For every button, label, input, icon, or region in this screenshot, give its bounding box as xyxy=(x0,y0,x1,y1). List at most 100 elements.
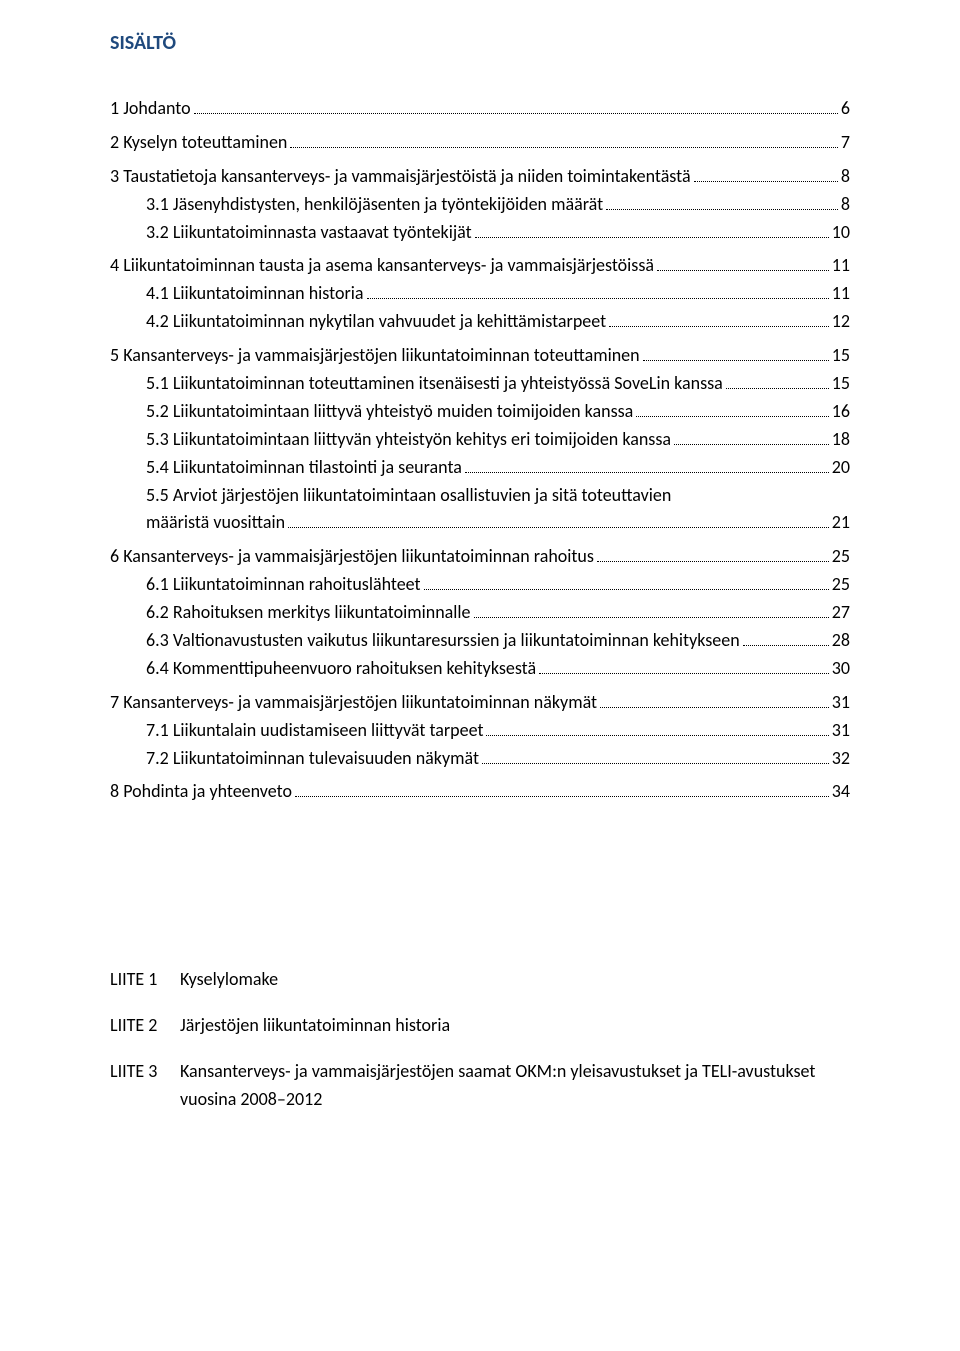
toc-page: 20 xyxy=(832,454,850,482)
toc-leader xyxy=(288,514,829,528)
toc-title: 5.1 Liikuntatoiminnan toteuttaminen itse… xyxy=(146,370,723,398)
toc-page: 32 xyxy=(832,745,850,773)
toc-title: 4.2 Liikuntatoiminnan nykytilan vahvuude… xyxy=(146,308,606,336)
toc-title: 3.2 Liikuntatoiminnasta vastaavat työnte… xyxy=(146,219,472,247)
toc-title: määristä vuosittain xyxy=(146,509,285,537)
toc-row: määristä vuosittain 21 xyxy=(146,509,850,537)
appendix-list: LIITE 1KyselylomakeLIITE 2Järjestöjen li… xyxy=(110,966,850,1114)
toc-leader xyxy=(475,223,829,237)
toc-title: 3.1 Jäsenyhdistysten, henkilöjäsenten ja… xyxy=(146,191,603,219)
toc-leader xyxy=(539,660,829,674)
toc-leader xyxy=(424,576,829,590)
toc-page: 11 xyxy=(832,252,850,280)
appendix-entry: LIITE 2Järjestöjen liikuntatoiminnan his… xyxy=(110,1012,850,1040)
toc-entry: 7.2 Liikuntatoiminnan tulevaisuuden näky… xyxy=(146,745,850,773)
toc-page: 16 xyxy=(832,398,850,426)
toc-page: 11 xyxy=(832,280,850,308)
toc-leader xyxy=(643,347,829,361)
toc-entry: 5.3 Liikuntatoimintaan liittyvän yhteist… xyxy=(146,426,850,454)
toc-entry: 4.1 Liikuntatoiminnan historia 11 xyxy=(146,280,850,308)
toc-page: 6 xyxy=(841,95,850,123)
toc-page: 27 xyxy=(832,599,850,627)
toc-list: 1 Johdanto 6 2 Kyselyn toteuttaminen 7 3 Tau… xyxy=(110,95,850,806)
toc-title: 2 Kyselyn toteuttaminen xyxy=(110,129,287,157)
appendix-text: Järjestöjen liikuntatoiminnan historia xyxy=(180,1012,850,1040)
toc-page: 30 xyxy=(832,655,850,683)
toc-leader xyxy=(636,403,828,417)
toc-entry: 6.3 Valtionavustusten vaikutus liikuntar… xyxy=(146,627,850,655)
toc-page: 31 xyxy=(832,689,850,717)
toc-title: 5 Kansanterveys- ja vammaisjärjestöjen l… xyxy=(110,342,640,370)
toc-entry: 4.2 Liikuntatoiminnan nykytilan vahvuude… xyxy=(146,308,850,336)
toc-page: 34 xyxy=(832,778,850,806)
toc-entry: 4 Liikuntatoiminnan tausta ja asema kans… xyxy=(110,252,850,280)
toc-title: 6.4 Kommenttipuheenvuoro rahoituksen keh… xyxy=(146,655,536,683)
toc-leader xyxy=(600,693,829,707)
toc-leader xyxy=(367,285,829,299)
toc-entry: 3.2 Liikuntatoiminnasta vastaavat työnte… xyxy=(146,219,850,247)
toc-entry: 6 Kansanterveys- ja vammaisjärjestöjen l… xyxy=(110,543,850,571)
toc-title: 5.2 Liikuntatoimintaan liittyvä yhteisty… xyxy=(146,398,633,426)
toc-leader xyxy=(726,375,829,389)
toc-entry: 2 Kyselyn toteuttaminen 7 xyxy=(110,129,850,157)
toc-leader xyxy=(295,783,829,797)
toc-leader xyxy=(482,749,829,763)
toc-title: 4.1 Liikuntatoiminnan historia xyxy=(146,280,364,308)
toc-title: 6.1 Liikuntatoiminnan rahoituslähteet xyxy=(146,571,421,599)
toc-page: 15 xyxy=(832,370,850,398)
toc-entry: 6.1 Liikuntatoiminnan rahoituslähteet 25 xyxy=(146,571,850,599)
toc-page: 31 xyxy=(832,717,850,745)
toc-title: 7.1 Liikuntalain uudistamiseen liittyvät… xyxy=(146,717,483,745)
toc-leader xyxy=(674,430,829,444)
toc-heading: SISÄLTÖ xyxy=(110,28,850,59)
toc-entry: 5.1 Liikuntatoiminnan toteuttaminen itse… xyxy=(146,370,850,398)
toc-page: 15 xyxy=(832,342,850,370)
toc-leader xyxy=(609,313,829,327)
appendix-label: LIITE 2 xyxy=(110,1012,180,1040)
toc-title: 6 Kansanterveys- ja vammaisjärjestöjen l… xyxy=(110,543,594,571)
toc-title: 3 Taustatietoja kansanterveys- ja vammai… xyxy=(110,163,691,191)
toc-entry: 5 Kansanterveys- ja vammaisjärjestöjen l… xyxy=(110,342,850,370)
toc-page: 8 xyxy=(841,163,850,191)
toc-page: 18 xyxy=(832,426,850,454)
toc-leader xyxy=(290,134,838,148)
toc-page: 8 xyxy=(841,191,850,219)
toc-leader xyxy=(597,548,829,562)
toc-page: 25 xyxy=(832,543,850,571)
appendix-label: LIITE 1 xyxy=(110,966,180,994)
toc-entry: 1 Johdanto 6 xyxy=(110,95,850,123)
toc-leader xyxy=(606,195,838,209)
toc-page: 10 xyxy=(832,219,850,247)
toc-entry: 6.2 Rahoituksen merkitys liikuntatoiminn… xyxy=(146,599,850,627)
toc-title: 5.3 Liikuntatoimintaan liittyvän yhteist… xyxy=(146,426,671,454)
toc-leader xyxy=(194,100,838,114)
toc-title: 6.2 Rahoituksen merkitys liikuntatoiminn… xyxy=(146,599,471,627)
appendix-entry: LIITE 3Kansanterveys- ja vammaisjärjestö… xyxy=(110,1058,850,1114)
toc-title: 7.2 Liikuntatoiminnan tulevaisuuden näky… xyxy=(146,745,479,773)
toc-page: 21 xyxy=(832,509,850,537)
toc-entry: 8 Pohdinta ja yhteenveto 34 xyxy=(110,778,850,806)
toc-title: 6.3 Valtionavustusten vaikutus liikuntar… xyxy=(146,627,740,655)
toc-title-line: 5.5 Arviot järjestöjen liikuntatoimintaa… xyxy=(146,482,850,510)
toc-title: 7 Kansanterveys- ja vammaisjärjestöjen l… xyxy=(110,689,597,717)
toc-title: 8 Pohdinta ja yhteenveto xyxy=(110,778,292,806)
toc-leader xyxy=(694,167,838,181)
toc-title: 4 Liikuntatoiminnan tausta ja asema kans… xyxy=(110,252,654,280)
toc-leader xyxy=(465,458,829,472)
appendix-text: Kyselylomake xyxy=(180,966,850,994)
toc-page: 25 xyxy=(832,571,850,599)
toc-entry: 7 Kansanterveys- ja vammaisjärjestöjen l… xyxy=(110,689,850,717)
toc-entry: 3.1 Jäsenyhdistysten, henkilöjäsenten ja… xyxy=(146,191,850,219)
appendix-text: Kansanterveys- ja vammaisjärjestöjen saa… xyxy=(180,1058,850,1114)
appendix-entry: LIITE 1Kyselylomake xyxy=(110,966,850,994)
toc-leader xyxy=(486,721,828,735)
toc-title: 1 Johdanto xyxy=(110,95,191,123)
toc-page: 28 xyxy=(832,627,850,655)
toc-entry: 5.2 Liikuntatoimintaan liittyvä yhteisty… xyxy=(146,398,850,426)
toc-title: 5.4 Liikuntatoiminnan tilastointi ja seu… xyxy=(146,454,462,482)
toc-page: 7 xyxy=(841,129,850,157)
toc-entry: 6.4 Kommenttipuheenvuoro rahoituksen keh… xyxy=(146,655,850,683)
toc-leader xyxy=(743,632,829,646)
toc-page: 12 xyxy=(832,308,850,336)
toc-leader xyxy=(657,257,829,271)
